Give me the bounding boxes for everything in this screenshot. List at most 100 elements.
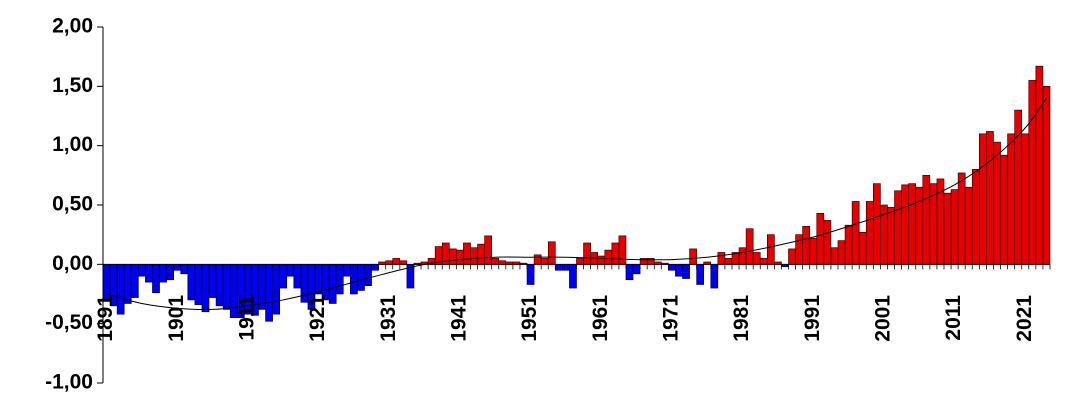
bar [130,264,139,298]
bar [194,264,203,305]
x-tick-label: 1951 [518,295,541,342]
y-tick-label: 0,00 [52,252,93,275]
bar [979,133,987,265]
bar [540,258,549,265]
bar [1021,133,1030,265]
x-tick-label: 1921 [306,295,329,342]
bar [328,264,337,304]
bar [293,264,302,289]
bar [837,240,846,265]
bar [950,189,959,265]
bar [526,264,535,285]
bar [350,264,358,295]
bar [583,242,591,265]
bars [102,65,1051,322]
bar [922,175,931,265]
bar [208,264,217,298]
x-tick-label: 1941 [447,295,470,342]
bar [717,252,726,265]
x-tick-label: 1961 [589,295,612,342]
bar [816,213,825,265]
bar [562,264,570,271]
bar [1000,154,1008,265]
bar [399,260,408,265]
bar [166,264,174,281]
bar [187,264,196,301]
bar [597,255,606,265]
bar [335,264,344,295]
bar [569,264,577,289]
bar [993,141,1001,265]
bar [986,131,994,265]
bar [943,192,952,265]
bar [321,264,330,301]
bar [180,264,189,275]
bar [314,264,323,295]
bar [710,264,719,289]
bar [477,243,485,265]
bar [498,260,507,265]
bar [258,264,266,310]
x-tick-label: 2001 [871,295,894,342]
bar [696,264,705,285]
bar [802,226,811,265]
bar [823,220,832,265]
bar [908,183,917,265]
bar [752,252,761,265]
x-tick-label: 1901 [165,295,188,342]
bar [957,172,966,265]
x-tick-label: 2011 [942,295,965,341]
bar [456,249,464,265]
bar [689,248,697,265]
y-tick-label: 2,00 [52,15,93,38]
bar [632,264,641,275]
bar [215,264,224,307]
bar [830,247,839,265]
bar [901,184,909,265]
bar [1035,65,1044,265]
bar [625,264,634,281]
bar [887,207,895,265]
bar [971,169,980,265]
trend-line [106,97,1047,311]
bar [159,264,167,283]
bar [858,231,867,265]
x-tick-label: 1971 [659,295,682,342]
bar [265,264,273,322]
bar [1007,133,1015,265]
bar [576,258,584,265]
bar [1042,86,1051,265]
bar [767,234,775,265]
bar [682,264,690,279]
bar [675,264,683,277]
bar [279,264,288,289]
x-tick-label: 1931 [377,295,400,342]
bar [851,201,860,265]
bar [272,264,280,315]
bar [470,247,478,265]
bar [364,264,372,286]
bar [795,234,803,265]
bar [809,237,818,265]
bar [547,241,556,265]
bar [138,264,146,277]
bar [286,264,295,277]
bar [668,264,676,271]
bar [145,264,153,283]
bar [371,264,379,271]
bar [788,248,796,265]
bar [724,258,733,265]
x-tick-label: 1991 [801,295,824,342]
bar [173,264,182,271]
bar [463,242,471,265]
bar [357,264,365,291]
x-tick-label: 1981 [730,295,753,342]
bar [618,235,627,265]
bar [201,264,210,313]
bar [611,242,620,265]
bar [738,247,747,265]
bar [222,264,231,310]
x-tick-label: 1911 [235,295,258,341]
bar [392,258,401,265]
